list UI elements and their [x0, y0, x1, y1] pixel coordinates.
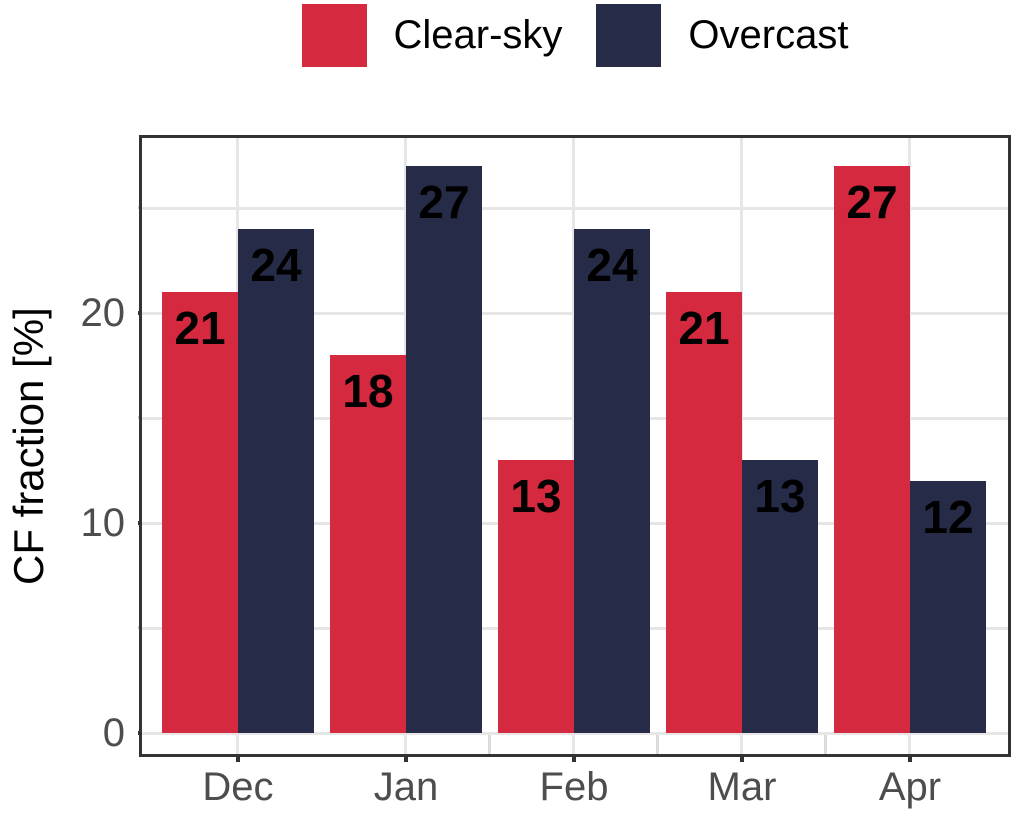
x-tick-label-dec: Dec — [202, 765, 274, 809]
bar-clear-sky-apr: 27 — [834, 166, 910, 733]
bar-value-label: 13 — [754, 470, 806, 522]
bar-overcast-feb: 24 — [574, 229, 650, 733]
legend-swatch-overcast — [596, 3, 662, 67]
y-axis-title: CF fraction [%] — [5, 307, 52, 585]
y-tick-label-10: 10 — [80, 501, 126, 545]
x-tick-label-feb: Feb — [539, 765, 609, 809]
legend-label-overcast: Overcast — [688, 13, 849, 57]
x-minor-tick-1 — [488, 735, 491, 754]
legend-item-overcast: Overcast — [596, 3, 849, 67]
legend: Clear-sky Overcast — [139, 0, 1011, 70]
bar-overcast-dec: 24 — [238, 229, 314, 733]
bar-value-label: 21 — [174, 302, 226, 354]
legend-label-clear-sky: Clear-sky — [393, 13, 563, 57]
v-gridline-feb — [572, 138, 575, 754]
bar-overcast-apr: 12 — [910, 481, 986, 733]
bar-value-label: 18 — [342, 365, 394, 417]
bar-value-label: 13 — [510, 470, 562, 522]
plot-panel: 21 24 18 27 13 24 21 13 27 12 — [139, 135, 1011, 757]
h-gridline-0 — [142, 732, 1008, 735]
bar-clear-sky-jan: 18 — [330, 355, 406, 733]
bar-overcast-mar: 13 — [742, 460, 818, 733]
legend-swatch-clear-sky — [301, 3, 367, 67]
x-tick-label-apr: Apr — [878, 765, 942, 809]
bar-value-label: 27 — [418, 176, 470, 228]
bar-clear-sky-feb: 13 — [498, 460, 574, 733]
y-tick-label-0: 0 — [102, 711, 125, 755]
bar-value-label: 12 — [922, 491, 974, 543]
y-tick-label-20: 20 — [80, 291, 126, 335]
x-tick-label-jan: Jan — [373, 765, 439, 809]
bar-value-label: 27 — [846, 176, 898, 228]
bar-value-label: 24 — [250, 239, 302, 291]
x-minor-tick-2 — [656, 735, 659, 754]
bar-clear-sky-mar: 21 — [666, 292, 742, 733]
x-tick-label-mar: Mar — [707, 765, 777, 809]
legend-item-clear-sky: Clear-sky — [301, 3, 563, 67]
bar-value-label: 24 — [586, 239, 638, 291]
h-gridline-25 — [142, 207, 1008, 210]
bar-overcast-jan: 27 — [406, 166, 482, 733]
bar-clear-sky-dec: 21 — [162, 292, 238, 733]
x-minor-tick-3 — [824, 735, 827, 754]
bar-value-label: 21 — [678, 302, 730, 354]
